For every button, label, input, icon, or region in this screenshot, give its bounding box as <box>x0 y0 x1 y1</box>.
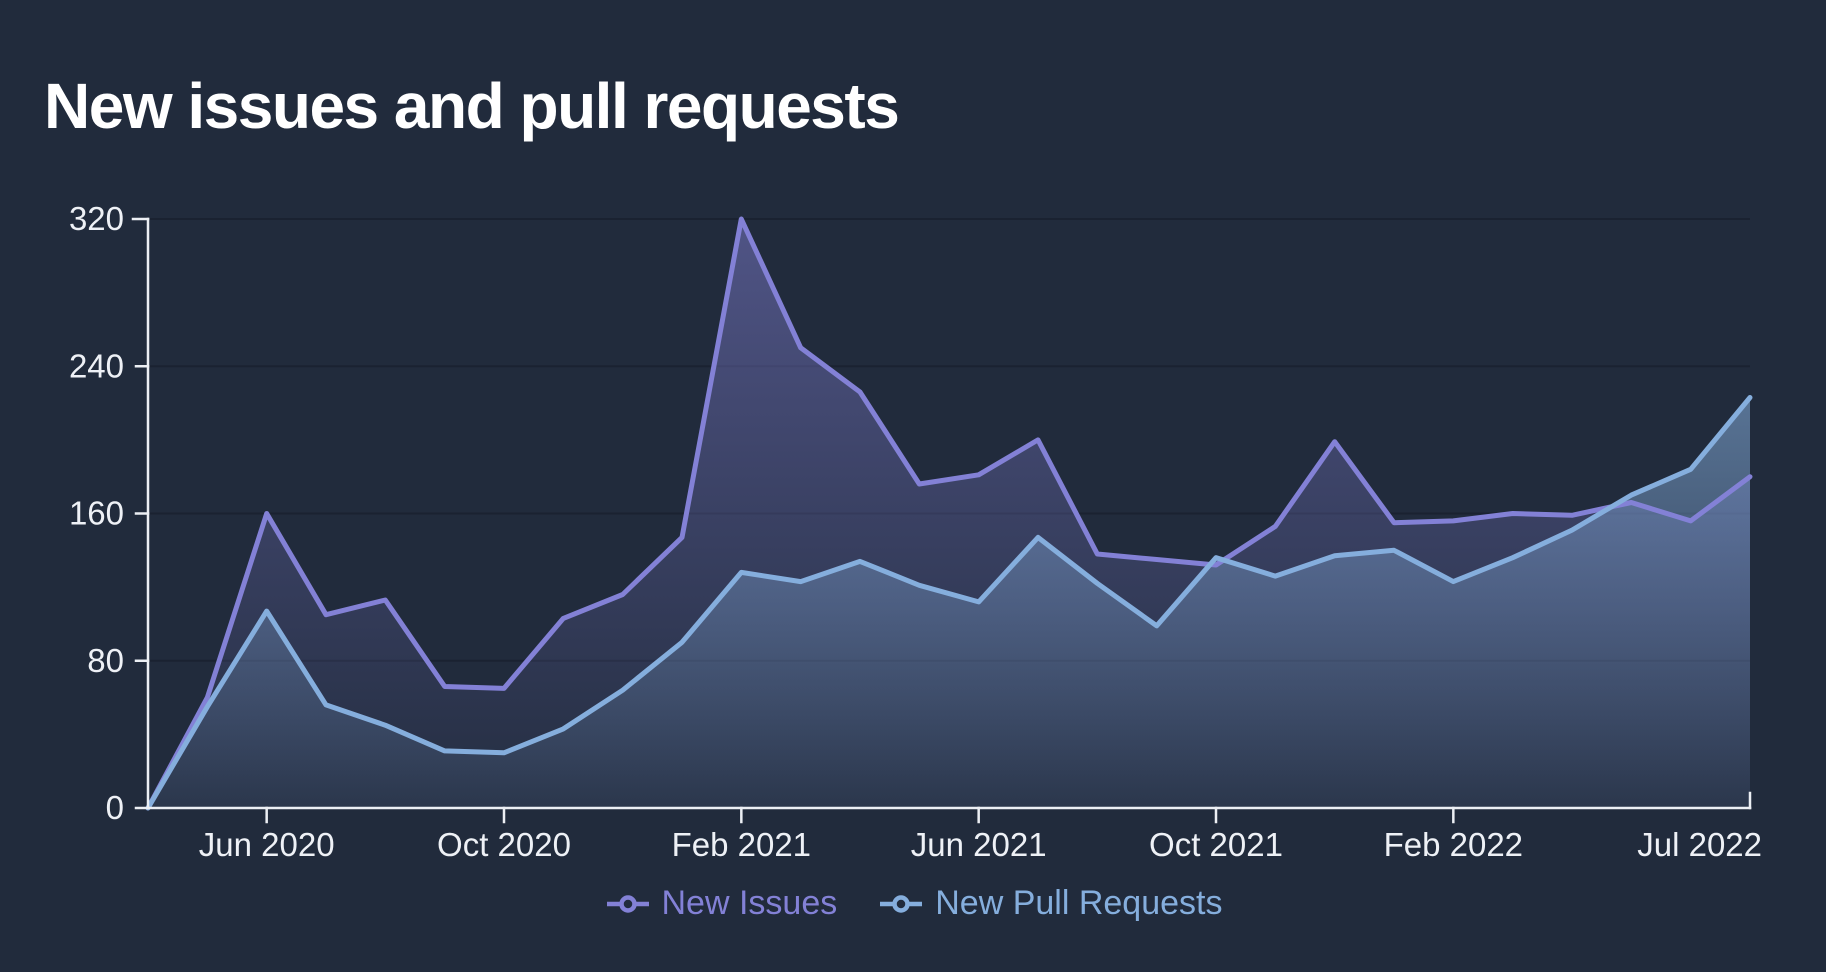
axes <box>131 217 1752 824</box>
x-tick-label: Feb 2022 <box>1384 826 1523 863</box>
series-line-1 <box>145 395 1753 811</box>
x-tick-label: Jun 2021 <box>911 826 1047 863</box>
y-tick-label: 240 <box>69 347 124 384</box>
y-tick-label: 160 <box>69 495 124 532</box>
x-axis-labels: Jun 2020 Oct 2020 Feb 2021 Jun 2021 Oct 2021… <box>199 826 1762 863</box>
x-tick-label: Feb 2021 <box>672 826 811 863</box>
x-tick-label: Oct 2020 <box>437 826 571 863</box>
legend-label: New Issues <box>661 884 838 922</box>
y-tick-label: 320 <box>69 200 124 237</box>
chart-title: New issues and pull requests <box>44 69 900 142</box>
legend-label: New Pull Requests <box>935 884 1223 922</box>
x-tick-label: Jul 2022 <box>1637 826 1762 863</box>
y-tick-label: 80 <box>87 642 124 679</box>
line-marker-icon <box>880 894 923 913</box>
series-area-1 <box>148 397 1750 808</box>
line-marker-icon <box>606 894 649 913</box>
legend-item-new-pull-requests[interactable]: New Pull Requests <box>877 884 1222 923</box>
y-tick-label: 0 <box>106 789 124 826</box>
x-tick-label: Oct 2021 <box>1149 826 1283 863</box>
legend-item-new-issues[interactable]: New Issues <box>604 884 838 923</box>
y-axis-labels: 0 80 160 240 320 <box>69 200 124 826</box>
x-tick-label: Jun 2020 <box>199 826 335 863</box>
series-line-0 <box>145 216 1753 811</box>
chart-legend: New Issues New Pull Requests <box>0 884 1826 923</box>
